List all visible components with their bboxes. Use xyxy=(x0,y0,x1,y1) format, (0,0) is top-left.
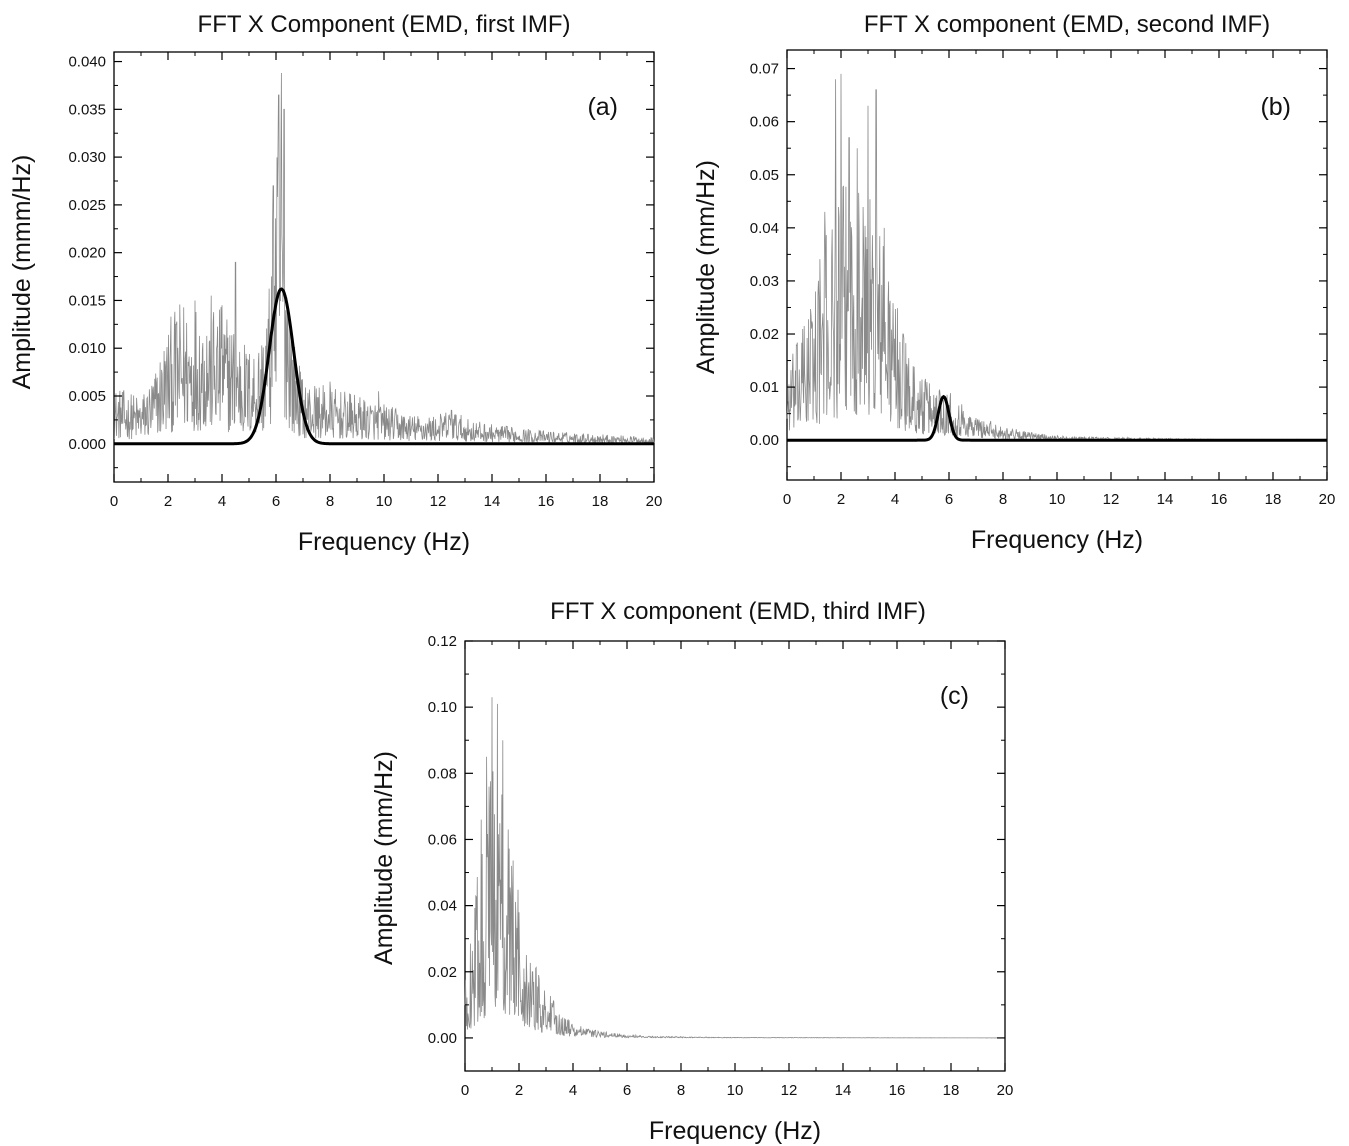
y-tick-label: 0.10 xyxy=(428,699,457,716)
panel-label: (c) xyxy=(940,682,969,710)
x-axis-title: Frequency (Hz) xyxy=(649,1117,821,1145)
x-tick-label: 12 xyxy=(781,1082,798,1099)
x-tick-label: 18 xyxy=(943,1082,960,1099)
y-axis-title: Amplitude (mm/Hz) xyxy=(370,751,398,965)
x-tick-label: 0 xyxy=(110,493,118,510)
x-tick-label: 4 xyxy=(891,491,899,508)
x-tick-label: 8 xyxy=(326,493,334,510)
panel-c: FFT X component (EMD, third IMF) Amplitu… xyxy=(370,598,1013,1145)
chart-title: FFT X Component (EMD, first IMF) xyxy=(198,11,571,38)
x-tick-label: 2 xyxy=(164,493,172,510)
x-axis-title: Frequency (Hz) xyxy=(971,526,1143,554)
gaussian-fit-curve xyxy=(114,287,654,446)
x-tick-label: 4 xyxy=(218,493,226,510)
x-tick-label: 8 xyxy=(677,1082,685,1099)
y-tick-label: 0.02 xyxy=(428,964,457,981)
y-tick-label: 0.00 xyxy=(750,432,779,449)
x-tick-label: 12 xyxy=(1103,491,1120,508)
x-tick-label: 16 xyxy=(538,493,555,510)
y-tick-label: 0.06 xyxy=(428,831,457,848)
panel-b: FFT X component (EMD, second IMF) Amplit… xyxy=(692,11,1335,554)
y-tick-label: 0.030 xyxy=(68,149,106,166)
y-tick-label: 0.04 xyxy=(750,220,779,237)
panel-a: FFT X Component (EMD, first IMF) Amplitu… xyxy=(8,11,662,556)
plot-area: 0 2 4 6 8 10 12 14 16 18 20 0.000 0.005 0.010 0.015 0.0… xyxy=(68,51,663,510)
x-tick-label: 20 xyxy=(997,1082,1014,1099)
x-tick-label: 0 xyxy=(461,1082,469,1099)
x-axis-title: Frequency (Hz) xyxy=(298,528,470,556)
y-tick-label: 0.05 xyxy=(750,167,779,184)
spectrum-trace xyxy=(464,697,1005,1039)
panel-label: (a) xyxy=(587,93,618,121)
x-tick-label: 4 xyxy=(569,1082,577,1099)
x-tick-label: 14 xyxy=(484,493,501,510)
y-axis-title: Amplitude (mm/Hz) xyxy=(692,160,720,374)
y-tick-label: 0.025 xyxy=(68,197,106,214)
plot-frame xyxy=(464,640,1006,1072)
y-axis-title: Amplitude (mmm/Hz) xyxy=(8,155,36,390)
y-tick-label: 0.02 xyxy=(750,326,779,343)
x-tick-label: 10 xyxy=(727,1082,744,1099)
y-tick-label: 0.000 xyxy=(68,436,106,453)
x-tick-label: 18 xyxy=(592,493,609,510)
gaussian-fit-curve xyxy=(787,394,1327,442)
x-tick-label: 6 xyxy=(945,491,953,508)
x-tick-label: 6 xyxy=(272,493,280,510)
x-tick-label: 20 xyxy=(646,493,663,510)
y-tick-label: 0.035 xyxy=(68,101,106,118)
chart-title: FFT X component (EMD, second IMF) xyxy=(864,11,1270,38)
x-tick-label: 12 xyxy=(430,493,447,510)
x-tick-label: 8 xyxy=(999,491,1007,508)
x-tick-label: 14 xyxy=(835,1082,852,1099)
y-tick-label: 0.040 xyxy=(68,54,106,71)
x-tick-label: 10 xyxy=(376,493,393,510)
x-tick-label: 16 xyxy=(1211,491,1228,508)
panel-label: (b) xyxy=(1260,93,1291,121)
plot-area: 0 2 4 6 8 10 12 14 16 18 20 0.00 0.02 0.04 0.06 0.08 0.1… xyxy=(428,633,1014,1099)
chart-title: FFT X component (EMD, third IMF) xyxy=(550,598,926,625)
x-tick-label: 10 xyxy=(1049,491,1066,508)
y-tick-label: 0.020 xyxy=(68,245,106,262)
x-tick-label: 6 xyxy=(623,1082,631,1099)
y-tick-label: 0.01 xyxy=(750,379,779,396)
y-tick-label: 0.015 xyxy=(68,292,106,309)
x-tick-label: 0 xyxy=(783,491,791,508)
y-tick-label: 0.00 xyxy=(428,1030,457,1047)
y-tick-label: 0.06 xyxy=(750,114,779,131)
y-tick-label: 0.07 xyxy=(750,61,779,78)
spectrum-trace xyxy=(786,73,1328,442)
y-tick-label: 0.04 xyxy=(428,898,457,915)
plot-area: 0 2 4 6 8 10 12 14 16 18 20 0.00 0.01 0.02 0.03 0.04 0.0… xyxy=(750,49,1336,508)
y-tick-label: 0.005 xyxy=(68,388,106,405)
x-tick-label: 2 xyxy=(515,1082,523,1099)
x-tick-label: 20 xyxy=(1319,491,1336,508)
y-tick-label: 0.010 xyxy=(68,340,106,357)
x-tick-label: 18 xyxy=(1265,491,1282,508)
y-tick-label: 0.03 xyxy=(750,273,779,290)
x-tick-label: 2 xyxy=(837,491,845,508)
spectrum-trace xyxy=(113,73,655,444)
x-tick-label: 14 xyxy=(1157,491,1174,508)
x-tick-label: 16 xyxy=(889,1082,906,1099)
y-tick-label: 0.12 xyxy=(428,633,457,650)
y-tick-label: 0.08 xyxy=(428,765,457,782)
